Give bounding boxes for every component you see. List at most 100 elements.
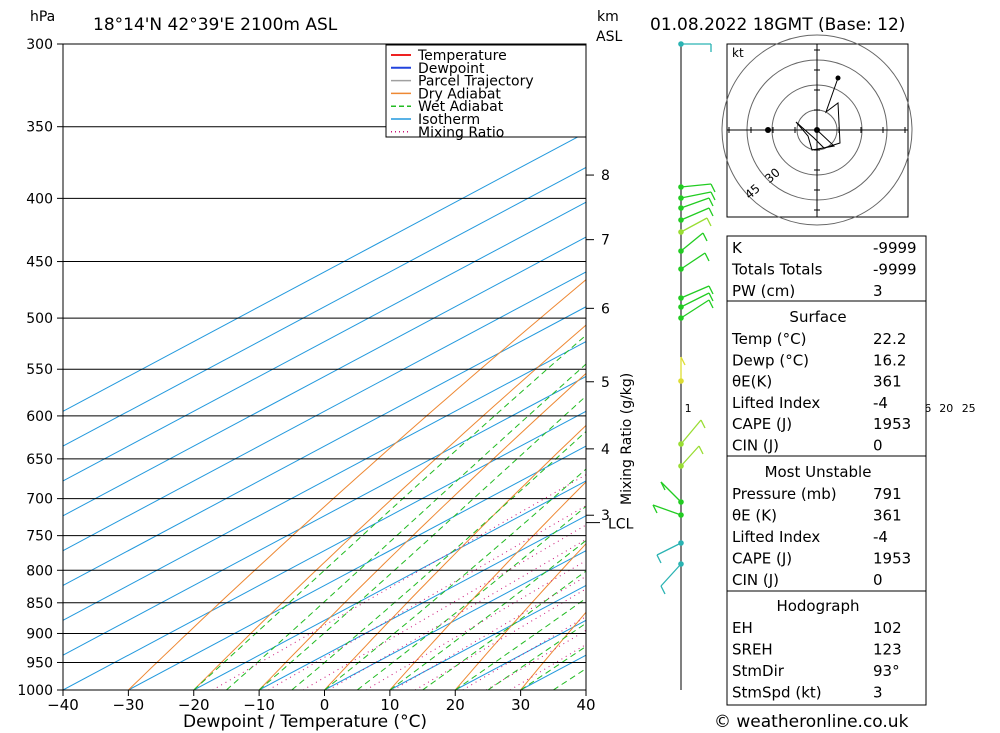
surface-row-label: CAPE (J)	[732, 415, 792, 433]
wind-barb	[680, 191, 712, 199]
credit-text: © weatheronline.co.uk	[714, 712, 909, 732]
mixing-ratio-line	[302, 524, 586, 690]
mixing-ratio-line	[268, 505, 586, 690]
wind-barb	[652, 504, 682, 516]
legend-label: Isotherm	[418, 112, 480, 128]
pressure-tick-label: 500	[26, 311, 53, 327]
isotherm-line	[128, 445, 586, 690]
indices-row-label: PW (cm)	[732, 282, 795, 300]
wind-barb-flag	[704, 252, 710, 262]
wind-level-dot	[678, 248, 684, 254]
wind-barb	[680, 217, 708, 233]
wind-barb-flag	[652, 504, 658, 514]
wind-barb	[680, 207, 710, 221]
wind-level-dot	[678, 441, 684, 447]
hodograph-ring	[721, 34, 913, 226]
wind-level-dot	[678, 499, 684, 505]
indices-row-value: -9999	[873, 239, 917, 257]
wind-barb-flag	[656, 554, 662, 564]
isotherm-line	[63, 236, 586, 517]
wind-barb	[680, 292, 710, 308]
hodograph-row-value: 123	[873, 641, 902, 659]
wind-barb	[680, 299, 710, 319]
dry-adiabat-line	[389, 481, 586, 690]
wind-barb-flag	[708, 197, 714, 207]
wind-barb	[680, 445, 700, 467]
date-title: 01.08.2022 18GMT (Base: 12)	[650, 15, 905, 35]
temp-tick-label: −10	[243, 696, 275, 714]
wind-level-dot	[678, 295, 684, 301]
wind-barb	[680, 232, 704, 252]
pressure-tick-label: 550	[26, 362, 53, 378]
legend-label: Dry Adiabat	[418, 86, 501, 102]
wind-barb	[656, 542, 682, 556]
wind-barb-flag	[698, 445, 704, 455]
location-title: 18°14'N 42°39'E 2100m ASL	[93, 15, 338, 35]
isotherm-line	[193, 480, 586, 690]
km-tick-label: 3	[601, 508, 610, 524]
isotherm-line	[258, 515, 586, 690]
legend-label: Wet Adiabat	[418, 99, 504, 115]
asl-unit-label: ASL	[596, 29, 622, 45]
pressure-tick-label: 1000	[17, 683, 53, 699]
pressure-tick-label: 600	[26, 409, 53, 425]
wind-level-dot	[678, 205, 684, 211]
wind-level-dot	[678, 266, 684, 272]
temp-tick-label: −40	[47, 696, 79, 714]
temp-tick-label: 40	[576, 696, 595, 714]
most-unstable-row-label: Pressure (mb)	[732, 485, 837, 503]
hodograph-row-label: StmSpd (kt)	[732, 684, 822, 702]
km-tick-label: 4	[601, 442, 610, 458]
wind-level-dot	[678, 378, 684, 384]
wind-barb-flag	[708, 292, 714, 302]
mixing-ratio-axis-label: Mixing Ratio (g/kg)	[619, 373, 635, 505]
surface-row-label: Lifted Index	[732, 394, 820, 412]
wind-barb-flag	[700, 419, 706, 429]
wind-barb-flag	[680, 356, 686, 366]
isotherm-line	[63, 166, 586, 447]
pressure-tick-label: 450	[26, 255, 53, 271]
km-tick-label: 7	[601, 233, 610, 249]
surface-row-label: Temp (°C)	[731, 330, 806, 348]
wind-level-dot	[678, 463, 684, 469]
surface-row-value: 22.2	[873, 330, 906, 348]
legend-box	[385, 44, 587, 138]
pressure-tick-label: 750	[26, 529, 53, 545]
hodograph-row-value: 93°	[873, 662, 900, 680]
pressure-tick-label: 700	[26, 492, 53, 508]
hodograph-row-value: 102	[873, 619, 902, 637]
wind-barb	[660, 563, 682, 587]
wind-barb	[680, 419, 702, 445]
pressure-tick-label: 900	[26, 626, 53, 642]
most-unstable-row-value: 791	[873, 485, 902, 503]
hodograph-origin	[814, 127, 820, 133]
wind-barb	[680, 285, 710, 299]
wind-level-dot	[678, 195, 684, 201]
dry-adiabat-line	[978, 44, 1000, 690]
temp-tick-label: 20	[446, 696, 465, 714]
hodograph-row-value: 3	[873, 684, 883, 702]
km-tick-label: 5	[601, 375, 610, 391]
index-tables: K -9999 Totals Totals -9999 PW (cm) 3 Surface T…	[726, 235, 927, 706]
lcl-label: LCL	[608, 517, 634, 533]
most-unstable-row-label: θE (K)	[732, 507, 777, 525]
wind-level-dot	[678, 512, 684, 518]
axes: 3003504004505005506006507007508008509009…	[17, 37, 975, 714]
wind-barb-flag	[702, 232, 708, 242]
isotherm-line	[63, 131, 586, 412]
wind-barb-flag	[708, 207, 714, 217]
pressure-tick-label: 650	[26, 452, 53, 468]
surface-title: Surface	[789, 308, 846, 326]
wind-barb-flag	[710, 191, 716, 201]
km-tick-label: 8	[601, 168, 610, 184]
wet-adiabat-line	[324, 468, 586, 690]
wind-level-dot	[678, 217, 684, 223]
most-unstable-row-label: CIN (J)	[732, 571, 779, 589]
indices-row-value: 3	[873, 282, 883, 300]
isotherm-line	[63, 410, 586, 690]
plot-frame	[62, 43, 587, 691]
hodograph-row-label: SREH	[732, 641, 773, 659]
hodograph-top-point	[835, 75, 841, 81]
indices-row-label: Totals Totals	[731, 261, 823, 279]
